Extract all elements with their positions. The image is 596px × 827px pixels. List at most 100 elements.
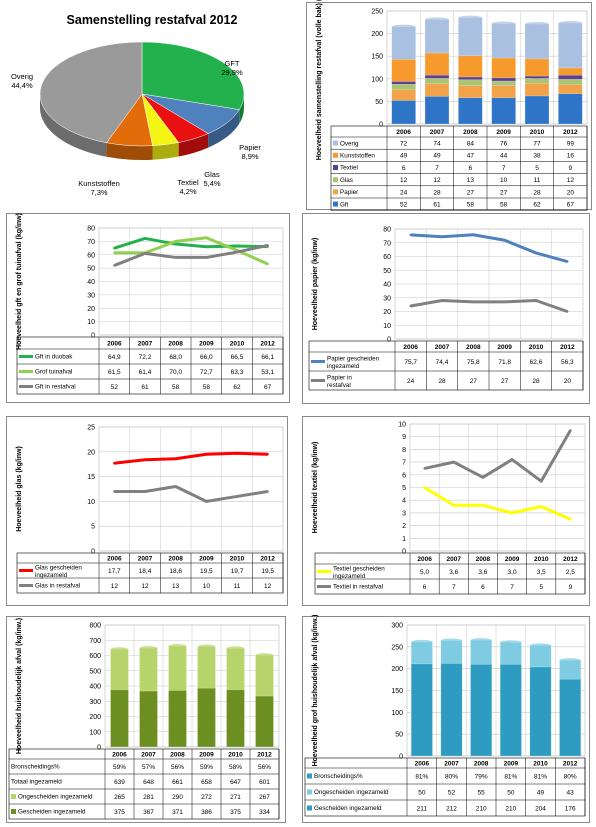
data-point	[235, 244, 239, 248]
table-cell: 13	[172, 583, 180, 590]
y-tick-label: 100	[89, 729, 101, 736]
table-cell: 80%	[445, 773, 458, 780]
pie-chart: Samenstelling restafval 2012 GFT 29,9% Papi…	[11, 13, 261, 197]
data-point	[143, 252, 147, 255]
bar-top	[226, 646, 245, 651]
table-cell: 648	[143, 779, 154, 786]
papier-line-chart: 0 10 20 30 40 50 60 70 80 Hoeveelheid papier (kg/…	[308, 227, 584, 391]
table-header-year: 2010	[230, 341, 245, 348]
bar-segment-gescheiden-ingezameld	[168, 690, 187, 748]
table-row-label: Bronscheidings%	[314, 773, 363, 780]
y-tick-label: 700	[89, 638, 101, 645]
table-row-label: Overig	[340, 140, 359, 147]
bar-segment-gescheiden-ingezameld	[410, 663, 433, 757]
table-cell: 28	[433, 189, 441, 196]
table-cell: 55	[478, 789, 486, 796]
table-row-label: Glas	[340, 177, 353, 184]
table-cell: 74	[433, 141, 441, 148]
y-tick-label: 80	[383, 227, 391, 234]
table-cell: 12	[264, 583, 272, 590]
table-header-year: 2010	[529, 344, 544, 351]
series-line-glas-gescheiden-ingezameld	[114, 451, 268, 465]
series-line-papier-in-restafval	[410, 299, 568, 313]
data-point	[113, 490, 116, 493]
data-point	[266, 262, 269, 266]
data-point	[174, 256, 177, 259]
pie-label-textiel: Textiel 4,2%	[177, 178, 199, 196]
table-cell: 80%	[564, 773, 577, 780]
table-row-label: Papier gescheiden ingezameld	[327, 356, 380, 371]
table-cell: 66,0	[200, 354, 213, 361]
bar-segment-ongescheiden-ingezameld	[226, 648, 245, 691]
grof-bar-chart: 0 50 100 150 200 250 300 Hoeveelheid grof huish…	[304, 615, 586, 817]
table-header-year: 2012	[560, 344, 575, 351]
table-cell: 20	[564, 378, 572, 385]
table-cell: 6	[402, 165, 406, 172]
bar-segment-gescheiden-ingezameld	[197, 687, 216, 748]
table-cell: 12	[141, 583, 149, 590]
table-cell: 12	[567, 177, 575, 184]
table-cell: 58	[172, 384, 180, 391]
table-cell: 50	[507, 789, 515, 796]
y-tick-label: 7	[402, 460, 406, 467]
table-header-year: 2006	[107, 556, 122, 563]
huishoudelijk-bar-chart: 0 100 200 300 400 500 600 700 800 Hoeveelheid hui…	[8, 618, 280, 820]
table-cell: 81%	[504, 773, 517, 780]
y-tick-label: 0	[91, 333, 95, 340]
data-point	[205, 236, 208, 239]
data-point	[113, 264, 116, 267]
y-axis-label: Hoeveelheid huishoudelijk afval (kg/inw.…	[16, 618, 23, 754]
table-cell: 70,0	[169, 369, 182, 376]
bar-top	[425, 17, 449, 22]
pie-label-papier: Papier 8,9%	[239, 143, 261, 161]
bar-segment-gescheiden-ingezameld	[559, 678, 582, 757]
bar-top	[391, 24, 416, 30]
table-cell: 2,5	[566, 569, 575, 576]
table-header-year: 2008	[168, 341, 183, 348]
table-cell: 16	[567, 153, 575, 160]
huishoudelijk-chart-panel: 0 100 200 300 400 500 600 700 800 Hoeveelheid hui…	[6, 616, 286, 823]
data-point	[235, 452, 239, 455]
data-point	[452, 504, 455, 507]
legend-key	[333, 152, 338, 158]
data-point	[409, 304, 412, 308]
table-header-year: 2010	[534, 556, 549, 563]
table-row-label: Totaal ingezameld	[11, 779, 62, 786]
y-tick-label: 20	[87, 449, 95, 456]
glas-line-chart: 0 5 10 15 20 25 Hoeveelheid glas (kg/inw) 2006 2…	[16, 425, 284, 594]
legend-key	[333, 140, 338, 146]
table-cell: 334	[259, 809, 270, 816]
series-line-grof-tuinafval	[114, 236, 269, 266]
table-cell: 58	[500, 202, 508, 209]
data-point	[569, 518, 572, 521]
table-header-year: 2007	[447, 556, 462, 563]
table-cell: 59%	[113, 764, 126, 771]
textiel-line-chart: 0 1 2 3 4 5 6 7 8 9 10 Hoeveelheid textiel (kg/inw)…	[312, 422, 586, 595]
table-header-year: 2012	[260, 556, 275, 563]
table-cell: 72	[400, 141, 408, 148]
data-point	[113, 462, 116, 465]
table-row-label: Glas in restafval	[35, 583, 80, 590]
bar-segment-gescheiden-ingezameld	[139, 690, 158, 748]
table-cell: 61,5	[108, 369, 121, 376]
series-line-papier-gescheiden-ingezameld	[410, 233, 568, 264]
y-tick-label: 0	[387, 337, 391, 344]
table-header-year: 2008	[463, 129, 478, 136]
table-cell: 639	[114, 779, 125, 786]
table-cell: 79%	[475, 773, 488, 780]
bar-segment-gescheiden-ingezameld	[529, 666, 552, 757]
table-cell: 658	[201, 779, 212, 786]
table-cell: 10	[500, 177, 508, 184]
table-header-year: 2009	[199, 752, 214, 759]
y-tick-label: 15	[87, 474, 95, 481]
table-cell: 27	[470, 378, 478, 385]
table-cell: 7	[502, 165, 506, 172]
y-axis-label: Hoeveelheid gft en grof tuinafval (kg/in…	[16, 213, 23, 350]
table-header-year: 2006	[417, 556, 432, 563]
table-header-year: 2007	[141, 752, 156, 759]
table-row-label: Textiel	[340, 165, 358, 172]
papier-chart-panel: 0 10 20 30 40 50 60 70 80 Hoeveelheid papier (kg/…	[302, 213, 590, 404]
y-tick-label: 150	[391, 688, 403, 695]
table-cell: 271	[230, 794, 241, 801]
y-tick-label: 50	[375, 99, 383, 106]
